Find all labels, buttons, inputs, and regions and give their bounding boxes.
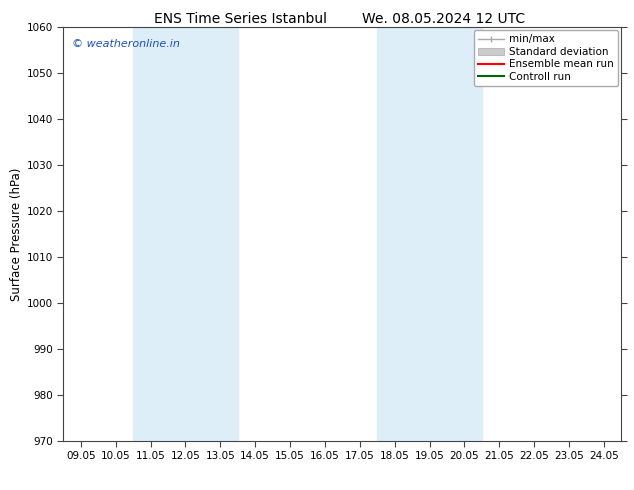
Y-axis label: Surface Pressure (hPa): Surface Pressure (hPa) <box>10 167 23 301</box>
Bar <box>133 27 238 441</box>
Legend: min/max, Standard deviation, Ensemble mean run, Controll run: min/max, Standard deviation, Ensemble me… <box>474 30 618 86</box>
Bar <box>377 27 482 441</box>
Text: We. 08.05.2024 12 UTC: We. 08.05.2024 12 UTC <box>362 12 526 26</box>
Text: © weatheronline.in: © weatheronline.in <box>72 39 179 49</box>
Text: ENS Time Series Istanbul: ENS Time Series Istanbul <box>155 12 327 26</box>
